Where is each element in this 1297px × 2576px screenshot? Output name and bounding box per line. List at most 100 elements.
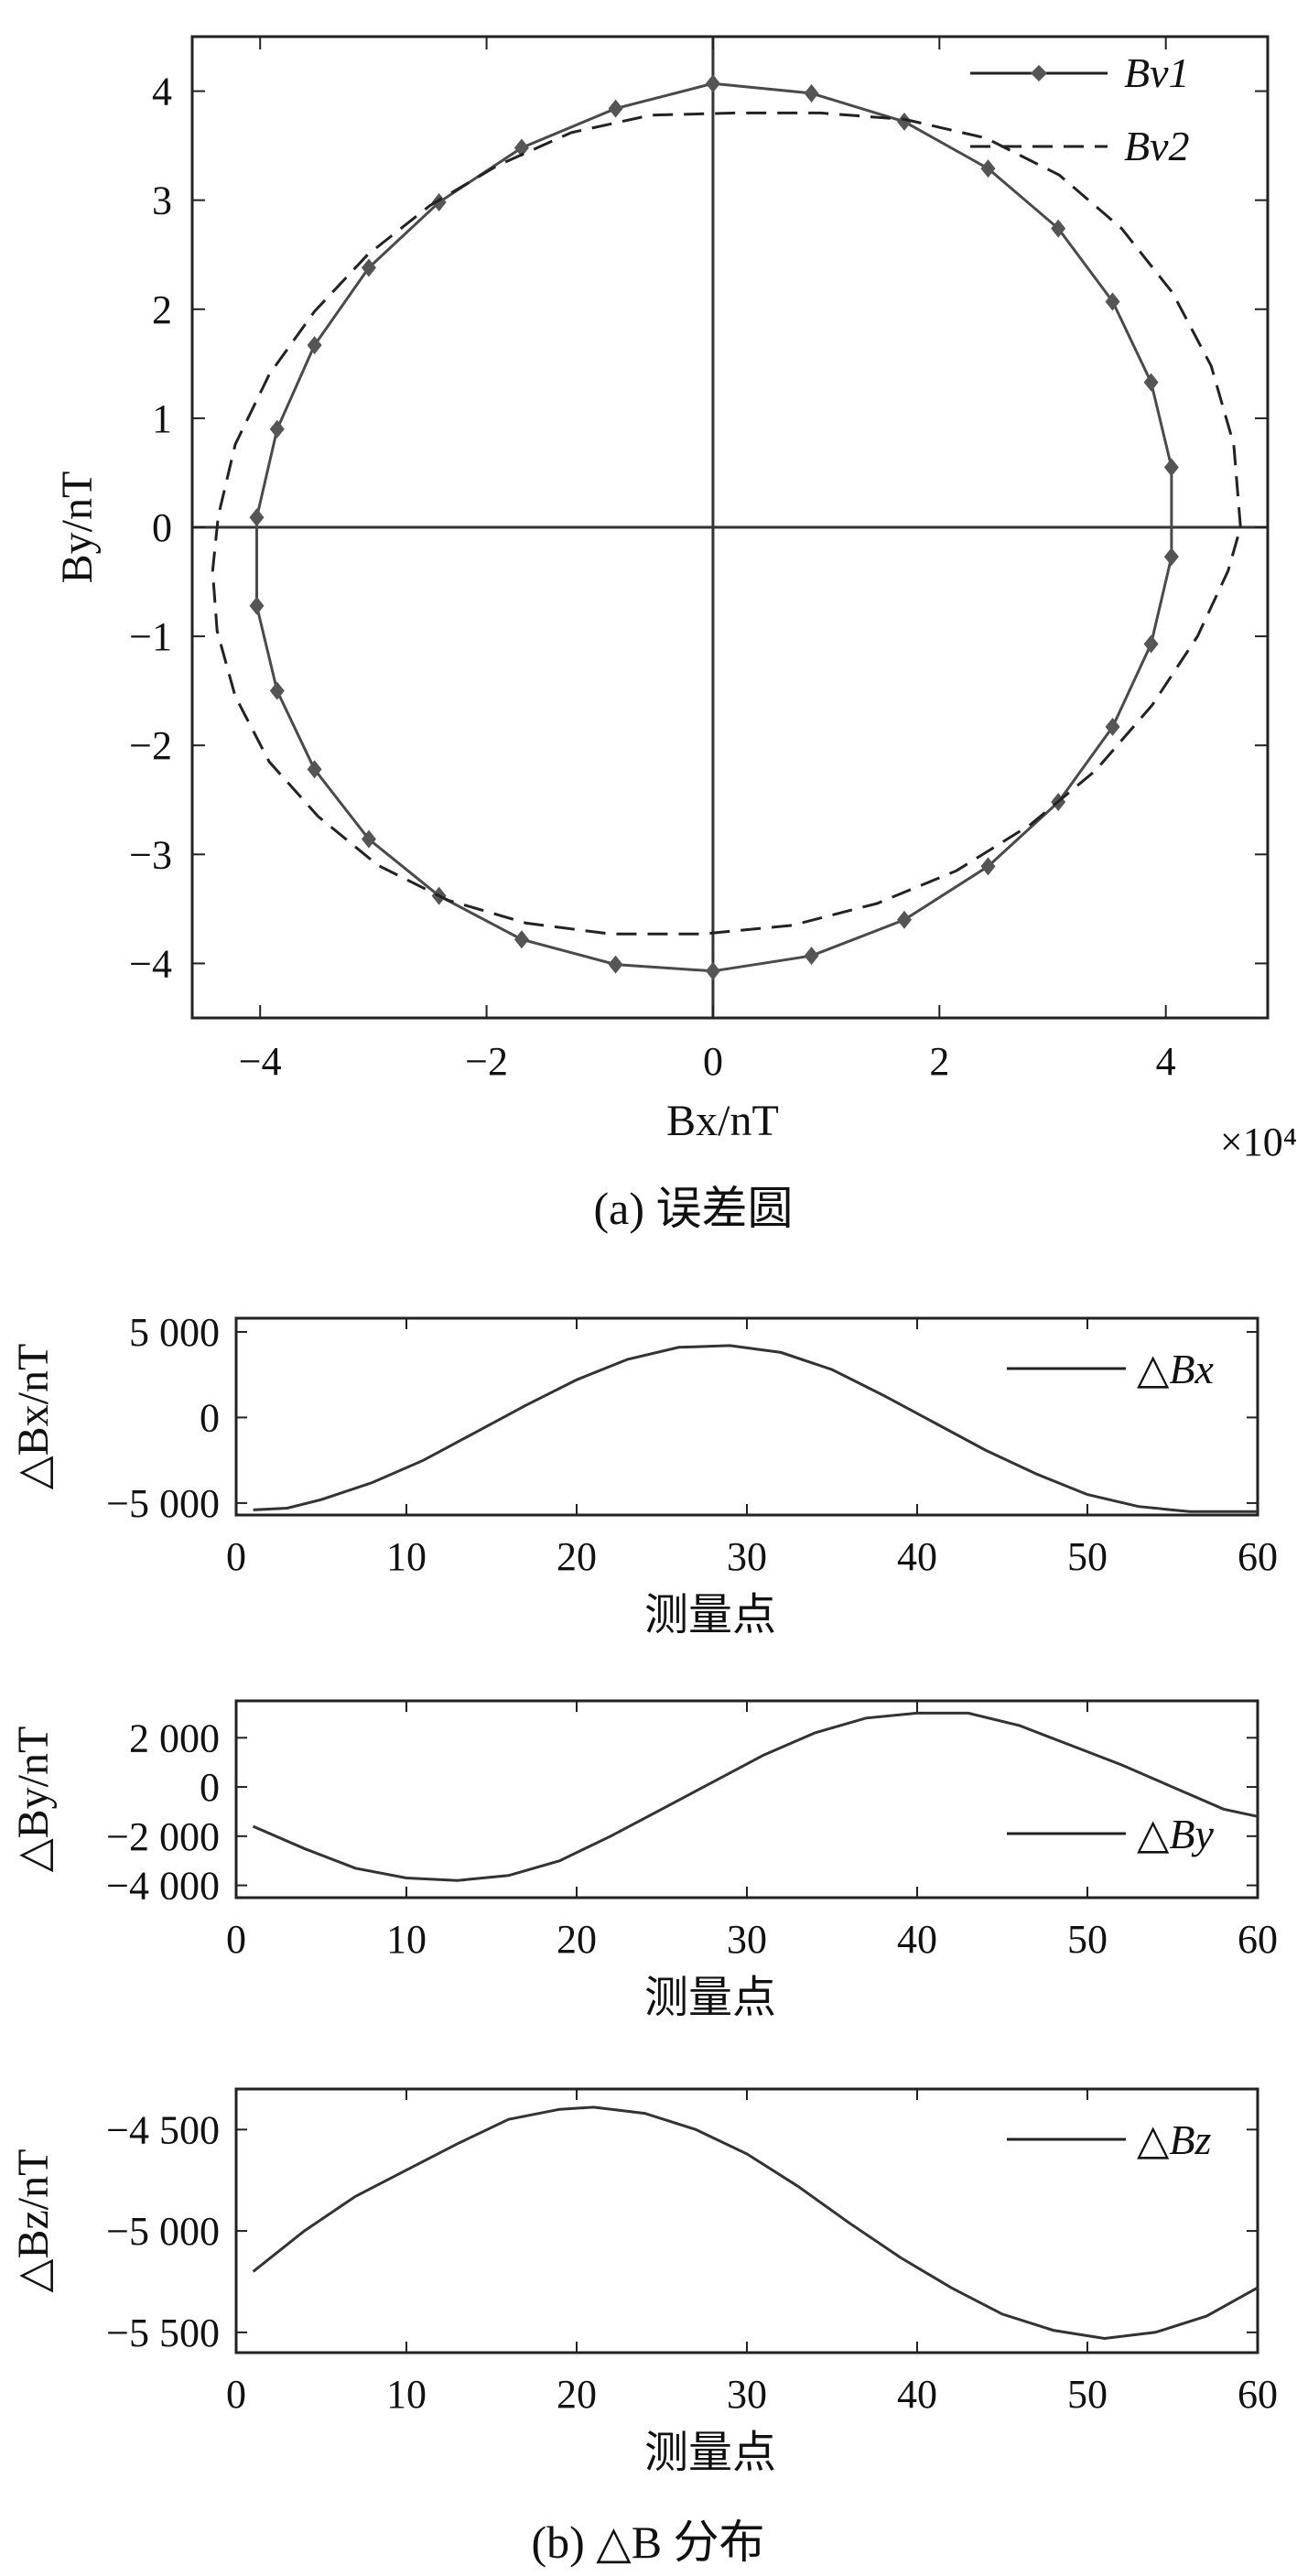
- data-point: [361, 829, 376, 849]
- data-point: [705, 74, 720, 93]
- x-tick-label: 30: [727, 1917, 767, 1962]
- legend-label: Bv1: [1124, 49, 1190, 96]
- caption-b: (b) △B 分布: [531, 2516, 764, 2568]
- x-tick-label: 60: [1238, 2372, 1278, 2417]
- x-tick-label: 0: [226, 2372, 246, 2417]
- data-point: [269, 419, 285, 438]
- legend-label: △Bx: [1137, 1346, 1214, 1392]
- plot-frame-b2: [234, 1699, 1259, 1900]
- x-axis-label: Bx/nT: [666, 1097, 779, 1145]
- x-tick-label: −4: [239, 1039, 282, 1084]
- data-point: [1163, 458, 1179, 477]
- y-tick-label: −4 000: [106, 1864, 220, 1909]
- x-tick-label: 10: [386, 1917, 427, 1962]
- data-point: [896, 910, 912, 929]
- data-point: [307, 760, 322, 779]
- data-point: [1051, 219, 1066, 238]
- x-tick-label: 20: [557, 2372, 597, 2417]
- y-tick-label: −1: [129, 614, 172, 659]
- y-tick-label: −2: [129, 723, 172, 768]
- y-tick-label: −5 000: [106, 2209, 220, 2254]
- data-point: [980, 857, 996, 876]
- data-point: [249, 508, 265, 527]
- x-axis-label: 测量点: [644, 2429, 776, 2477]
- y-axis-label: By/nT: [53, 471, 102, 584]
- y-tick-label: 0: [200, 1765, 220, 1810]
- data-point: [249, 596, 265, 615]
- y-tick-label: −2 000: [106, 1814, 220, 1859]
- x-tick-label: −2: [465, 1039, 508, 1084]
- x-tick-label: 60: [1238, 1917, 1278, 1962]
- y-tick-label: 1: [152, 396, 172, 441]
- data-point: [608, 99, 623, 118]
- series-line-△By: [253, 1711, 1259, 1882]
- caption-a: (a) 误差圆: [594, 1183, 794, 1234]
- data-point: [1163, 547, 1179, 567]
- y-tick-label: 3: [152, 179, 172, 223]
- y-tick-label: −5 500: [106, 2311, 220, 2355]
- x-tick-label: 50: [1067, 1534, 1108, 1579]
- y-tick-label: 0: [152, 505, 172, 550]
- x-multiplier-label: ×10⁴: [1220, 1120, 1297, 1164]
- x-tick-label: 4: [1156, 1039, 1176, 1084]
- y-tick-label: 2: [152, 287, 172, 332]
- data-point: [804, 947, 819, 966]
- legend-label: △Bz: [1137, 2116, 1211, 2163]
- y-tick-label: 5 000: [129, 1310, 220, 1355]
- data-point: [980, 159, 996, 179]
- plot-frame-b3: [234, 2087, 1259, 2354]
- x-tick-label: 40: [897, 1534, 937, 1579]
- data-point: [307, 336, 322, 355]
- x-tick-label: 30: [727, 2372, 767, 2417]
- x-tick-label: 20: [557, 1917, 597, 1962]
- series-Bv2: [211, 111, 1242, 936]
- y-axis-label: △Bz/nT: [9, 2149, 58, 2293]
- x-tick-label: 0: [703, 1039, 723, 1084]
- y-tick-label: −5 000: [106, 1481, 220, 1526]
- data-point: [269, 681, 285, 700]
- data-point: [705, 961, 720, 980]
- y-tick-label: −4: [129, 941, 172, 986]
- x-tick-label: 2: [929, 1039, 949, 1084]
- x-tick-label: 0: [226, 1534, 246, 1579]
- data-point: [1143, 373, 1159, 392]
- legend-a: Bv1 Bv2: [970, 49, 1190, 169]
- x-tick-label: 10: [386, 1534, 427, 1579]
- x-tick-label: 0: [226, 1917, 246, 1962]
- x-tick-label: 10: [386, 2372, 427, 2417]
- y-tick-label: −3: [129, 832, 172, 877]
- x-tick-label: 40: [897, 1917, 937, 1962]
- data-point: [1143, 634, 1159, 654]
- data-point: [804, 83, 819, 103]
- chart-b3: 0 10 20 30 40 50 60 −4 500 −5 000 −5 500 测量点 △Bz/nT…: [9, 2087, 1278, 2477]
- data-point: [896, 112, 912, 131]
- data-point: [431, 193, 447, 212]
- legend-label: Bv2: [1124, 123, 1190, 169]
- y-tick-label: 4: [152, 70, 172, 114]
- data-point: [513, 138, 529, 157]
- chart-a: −4 −2 0 2 4 −4 −3 −2 −1 0 1 2 3 4 Bx/nT By/nT ×10⁴ (a) 误差…: [53, 35, 1297, 1234]
- series-Bv1: [249, 74, 1179, 980]
- y-tick-label: 2 000: [129, 1716, 220, 1760]
- x-tick-label: 50: [1067, 1917, 1108, 1962]
- x-tick-label: 30: [727, 1534, 767, 1579]
- y-tick-label: 0: [200, 1395, 220, 1440]
- x-tick-label: 40: [897, 2372, 937, 2417]
- data-point: [361, 258, 376, 277]
- y-tick-label: −4 500: [106, 2107, 220, 2152]
- data-point: [608, 955, 623, 974]
- x-axis-label: 测量点: [644, 1974, 776, 2022]
- x-axis-label: 测量点: [644, 1591, 776, 1640]
- legend-label: △By: [1137, 1811, 1214, 1857]
- x-tick-label: 60: [1238, 1534, 1278, 1579]
- series-line-△Bz: [252, 2105, 1259, 2341]
- x-tick-label: 20: [557, 1534, 597, 1579]
- y-axis-label: △Bx/nT: [9, 1344, 58, 1490]
- data-point: [1105, 292, 1120, 311]
- data-point: [1105, 717, 1120, 736]
- series-line-Bv2: [211, 111, 1242, 936]
- y-axis-label: △By/nT: [9, 1726, 58, 1873]
